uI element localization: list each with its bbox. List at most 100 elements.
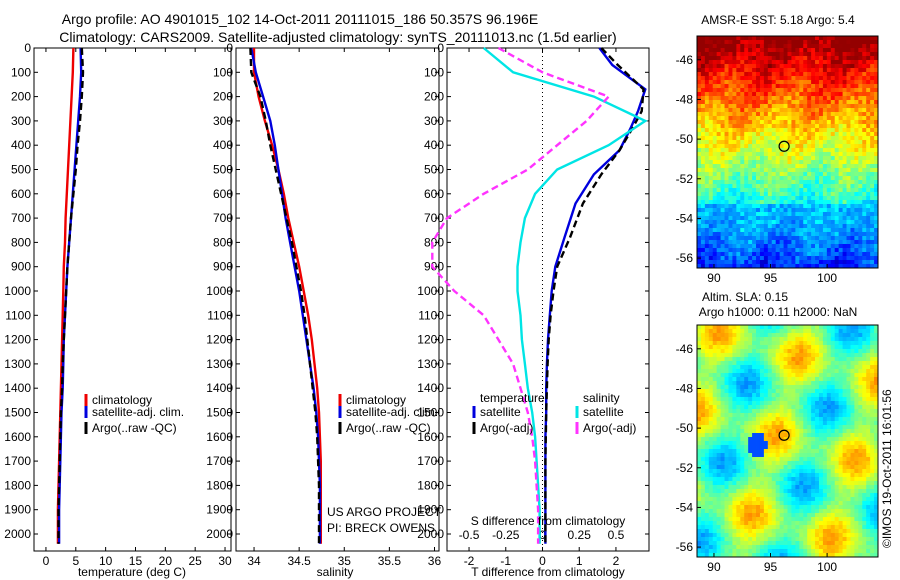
map-cell — [811, 128, 816, 133]
map-cell — [779, 248, 784, 253]
map-cell — [854, 76, 859, 81]
map-cell — [775, 473, 781, 478]
map-cell — [787, 485, 792, 490]
map-cell — [787, 40, 792, 45]
map-cell — [767, 421, 773, 426]
map-cell — [756, 84, 761, 89]
map-cell — [870, 224, 875, 229]
map-cell — [748, 36, 753, 41]
map-cell — [854, 341, 859, 346]
map-cell — [811, 373, 816, 378]
map-cell — [818, 84, 824, 89]
map-cell — [799, 64, 804, 69]
map-cell — [850, 445, 855, 450]
map-cell — [740, 337, 745, 342]
map-cell — [822, 389, 828, 394]
map-cell — [763, 457, 769, 462]
map-cell — [830, 88, 836, 93]
map-cell — [874, 373, 879, 378]
map-cell — [846, 56, 851, 61]
map-cell — [834, 60, 840, 65]
map-cell — [736, 357, 741, 362]
map-cell — [842, 124, 847, 129]
map-cell — [775, 52, 781, 57]
map-cell — [858, 425, 863, 430]
map-cell — [858, 204, 863, 209]
map-cell — [732, 184, 737, 189]
map-cell — [874, 365, 879, 370]
map-cell — [858, 417, 863, 422]
map-cell — [795, 469, 800, 474]
map-cell — [807, 361, 812, 366]
map-cell — [708, 441, 714, 446]
map-cell — [830, 389, 836, 394]
map-cell — [842, 48, 847, 53]
map-cell — [834, 164, 840, 169]
map-cell — [826, 397, 832, 402]
map-cell — [799, 441, 804, 446]
map-cell — [846, 132, 851, 137]
map-cell — [716, 381, 721, 386]
map-cell — [874, 232, 879, 237]
map-cell — [862, 493, 867, 498]
map-cell — [850, 120, 855, 125]
map-cell — [740, 385, 745, 390]
map-cell — [736, 168, 741, 173]
map-cell — [858, 333, 863, 338]
map-cell — [759, 112, 765, 117]
map-cell — [744, 373, 749, 378]
map-cell — [736, 465, 741, 470]
map-cell — [799, 180, 804, 185]
map-cell — [767, 489, 773, 494]
map-cell — [767, 437, 773, 442]
map-cell — [842, 236, 847, 241]
map-cell — [791, 108, 796, 113]
map-cell — [818, 36, 824, 41]
map-cell — [728, 60, 733, 65]
map-cell — [720, 252, 725, 257]
map-cell — [704, 425, 710, 430]
map-cell — [838, 232, 843, 237]
map-cell — [740, 405, 745, 410]
map-cell — [834, 216, 840, 221]
map-cell — [771, 228, 777, 233]
map-cell — [822, 341, 828, 346]
map-cell — [744, 204, 749, 209]
map-cell — [716, 84, 721, 89]
map-cell — [720, 108, 725, 113]
map-cell — [850, 493, 855, 498]
map-cell — [783, 244, 788, 249]
map-cell — [779, 489, 784, 494]
map-cell — [724, 397, 729, 402]
map-cell — [752, 417, 757, 422]
map-cell — [795, 413, 800, 418]
map-cell — [799, 220, 804, 225]
map-cell — [720, 148, 725, 153]
map-cell — [818, 240, 824, 245]
map-cell — [854, 88, 859, 93]
map-cell — [712, 357, 718, 362]
map-cell — [736, 216, 741, 221]
map-cell — [767, 96, 773, 101]
map-cell — [720, 68, 725, 73]
map-cell — [811, 148, 816, 153]
map-cell — [870, 365, 875, 370]
map-cell — [791, 409, 796, 414]
map-cell — [795, 156, 800, 161]
map-cell — [830, 104, 836, 109]
map-cell — [716, 112, 721, 117]
map-cell — [803, 433, 808, 438]
map-cell — [779, 389, 784, 394]
map-cell — [763, 409, 769, 414]
map-cell — [850, 325, 855, 330]
map-cell — [842, 120, 847, 125]
map-cell — [834, 377, 840, 382]
x-tick-label: 25 — [189, 554, 203, 568]
map-cell — [752, 208, 757, 213]
map-cell — [834, 176, 840, 181]
map-cell — [708, 220, 714, 225]
map-cell — [771, 244, 777, 249]
map-cell — [834, 353, 840, 358]
map-cell — [850, 244, 855, 249]
map-cell — [779, 236, 784, 241]
